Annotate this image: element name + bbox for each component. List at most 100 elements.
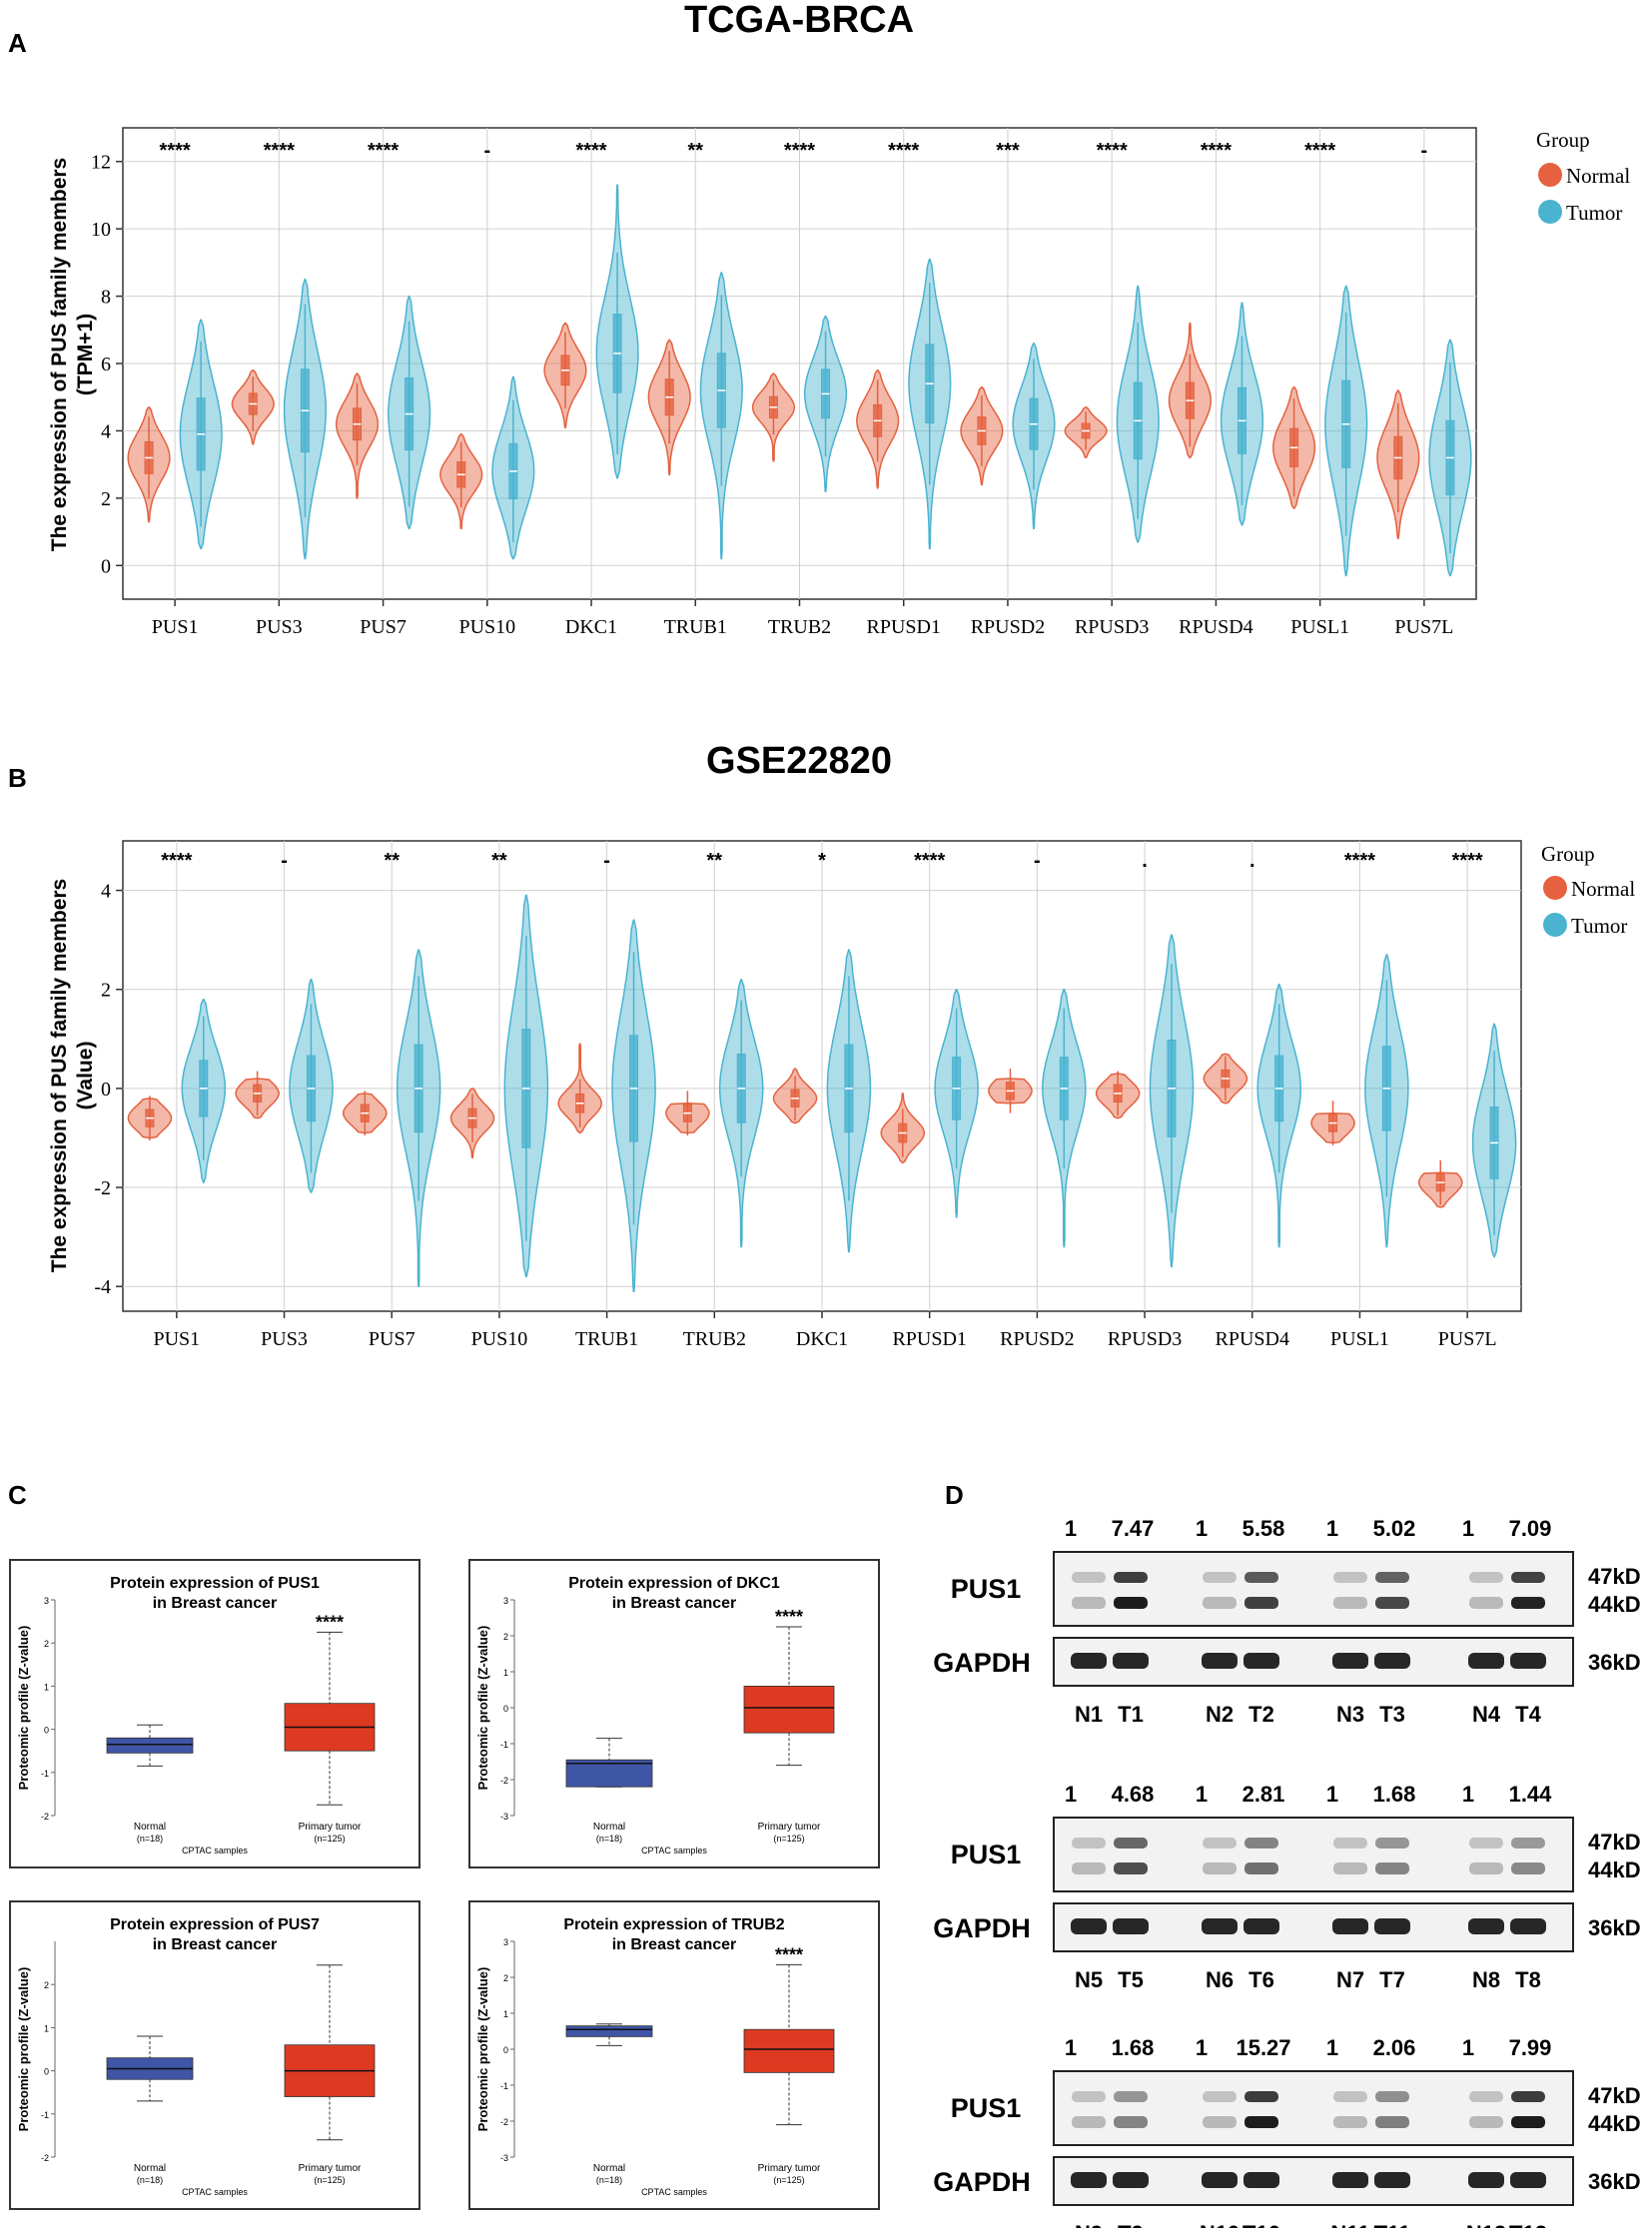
blot-band-47kd: [1333, 1838, 1367, 1849]
b-significance: .: [1142, 850, 1148, 872]
a-significance: ****: [784, 140, 815, 162]
box-xlabel: CPTAC samples: [641, 2187, 707, 2197]
a-ytick-label: 4: [101, 420, 111, 442]
a-category-label: PUS7: [360, 616, 407, 638]
a-ytick-label: 12: [91, 152, 111, 174]
box-panel-title: Protein expression of DKC1: [568, 1575, 780, 1592]
box-ytick-label: 0: [503, 1704, 508, 1714]
blot-band-44kd: [1375, 1597, 1409, 1609]
blot-band-44kd: [1511, 1597, 1545, 1609]
blot-band-gapdh: [1510, 2172, 1546, 2188]
blot-band-44kd: [1375, 1862, 1409, 1874]
blot-band-gapdh: [1113, 2172, 1149, 2188]
blot-band-47kd: [1244, 1838, 1278, 1849]
blot-band-44kd: [1244, 1597, 1278, 1609]
legend-b: Group Normal Tumor: [1541, 842, 1635, 938]
blot-band-47kd: [1511, 2091, 1545, 2102]
b-ytick-label: -4: [94, 1276, 111, 1298]
blot-ratio: 2.06: [1373, 2035, 1416, 2060]
legend-b-title: Group: [1541, 842, 1595, 866]
box-ytick-label: -1: [500, 1740, 508, 1750]
b-significance: -: [1034, 850, 1041, 872]
blot-band-44kd: [1333, 1862, 1367, 1874]
blot-band-44kd: [1469, 1597, 1503, 1609]
a-category-label: TRUB2: [768, 616, 831, 638]
blot-mw-control: 36kD: [1588, 1915, 1641, 1940]
blot-ratio: 1: [1065, 2035, 1077, 2060]
blot-lane-label: T7: [1379, 1967, 1405, 1992]
a-significance: ****: [888, 140, 919, 162]
box-iqr: [565, 1759, 653, 1788]
blot-band-47kd: [1114, 1838, 1148, 1849]
legend-a-tumor-label: Tumor: [1566, 201, 1622, 225]
legend-b-tumor-swatch: [1543, 913, 1567, 937]
blot-lane-label: T1: [1118, 1702, 1144, 1727]
a-ytick-label: 0: [101, 555, 111, 577]
blot-band-44kd: [1114, 1597, 1148, 1609]
blot-band-47kd: [1072, 1838, 1106, 1849]
blot-lane-label: N12: [1466, 2221, 1506, 2228]
blot-lane-label: N4: [1472, 1702, 1501, 1727]
b-significance: .: [1249, 850, 1255, 872]
blot-ratio: 1: [1196, 1516, 1208, 1541]
b-ytick-label: 2: [101, 980, 111, 1002]
box-normal-n: (n=18): [137, 2175, 163, 2185]
blot-mw-top: 47kD: [1588, 1564, 1641, 1589]
b-significance: ****: [161, 850, 192, 872]
a-significance: ****: [1304, 140, 1335, 162]
blot-band-47kd: [1511, 1838, 1545, 1849]
blot-ratio: 7.99: [1509, 2035, 1552, 2060]
blot-band-47kd: [1375, 2091, 1409, 2102]
legend-a: Group Normal Tumor: [1536, 128, 1630, 225]
blot-band-44kd: [1203, 1862, 1237, 1874]
box-ytick-label: 3: [503, 1937, 508, 1947]
a-significance: ****: [368, 140, 399, 162]
box-significance: ****: [775, 1607, 803, 1627]
blot-band-44kd: [1333, 1597, 1367, 1609]
blot-band-47kd: [1511, 1572, 1545, 1583]
blot-band-gapdh: [1243, 1918, 1279, 1934]
blot-band-47kd: [1469, 1838, 1503, 1849]
blot-lane-label: N6: [1206, 1967, 1234, 1992]
blot-band-gapdh: [1374, 1653, 1410, 1669]
a-ytick-label: 6: [101, 354, 111, 375]
a-category-label: RPUSD3: [1075, 616, 1149, 638]
blot-band-44kd: [1244, 2116, 1278, 2128]
western-blots: 1 7.47 1 5.58 1 5.02 1 7.09PUS1GAPDH47kD44kD36k…: [933, 1516, 1640, 2228]
a-category-label: PUS10: [458, 616, 515, 638]
box-panel-frame: [468, 1900, 880, 2210]
violin-chart-b: -4 -2 0 2 4 PUS1 **** PUS3 - PUS7 ** PUS10 ** TRUB1 - T…: [94, 840, 1522, 1350]
box-ytick-label: -2: [41, 2153, 49, 2163]
blot-band-gapdh: [1243, 1653, 1279, 1669]
legend-b-normal-label: Normal: [1571, 877, 1635, 901]
blot-membrane-pus1: [1053, 2070, 1574, 2146]
blot-band-gapdh: [1202, 1653, 1238, 1669]
box-ytick-label: -2: [500, 1776, 508, 1786]
box-ytick-label: -2: [41, 1812, 49, 1822]
a-ytick-label: 2: [101, 488, 111, 510]
blot-lane-label: N7: [1336, 1967, 1364, 1992]
blot-band-gapdh: [1113, 1653, 1149, 1669]
a-significance: **: [687, 140, 703, 162]
blot-mw-bottom: 44kD: [1588, 1857, 1641, 1882]
violin-chart-a: 0 2 4 6 8 10 12 PUS1 **** PUS3 **** PUS7 **** PUS10 - D…: [91, 127, 1477, 638]
blot-band-gapdh: [1071, 1653, 1107, 1669]
blot-band-44kd: [1469, 2116, 1503, 2128]
blot-band-gapdh: [1113, 1918, 1149, 1934]
panel-c-letter: C: [8, 1480, 27, 1510]
box-ylabel: Proteomic profile (Z-value): [16, 1967, 31, 2132]
box-normal-label: Normal: [593, 1822, 625, 1833]
a-significance: ***: [996, 140, 1020, 162]
b-category-label: PUS3: [261, 1328, 308, 1350]
box-iqr: [106, 1737, 194, 1754]
blot-band-47kd: [1203, 1838, 1237, 1849]
blot-membrane-pus1: [1053, 1551, 1574, 1627]
box-tumor-n: (n=125): [314, 1834, 345, 1844]
box-panel-title: Protein expression of TRUB2: [563, 1916, 784, 1933]
a-significance: ****: [160, 140, 191, 162]
blot-band-47kd: [1114, 1572, 1148, 1583]
legend-a-normal-label: Normal: [1566, 164, 1630, 188]
a-significance: ****: [575, 140, 606, 162]
blot-band-44kd: [1072, 1862, 1106, 1874]
